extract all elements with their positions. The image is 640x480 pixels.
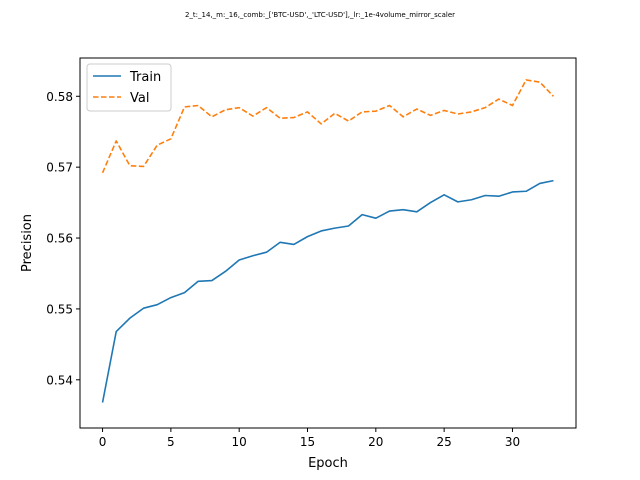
x-tick-label: 15 (300, 435, 315, 449)
y-axis-label: Precision (20, 214, 35, 272)
plot-area: 0 5 10 15 20 25 30 0.54 0.55 0.56 0.57 0.58 (46, 57, 577, 449)
legend-train-label: Train (129, 70, 161, 85)
x-tick-label: 30 (505, 435, 520, 449)
x-tick-label: 0 (99, 435, 107, 449)
x-tick-label: 25 (437, 435, 452, 449)
series-line-val (101, 79, 555, 174)
x-tick-label: 5 (167, 435, 175, 449)
x-tick-label: 20 (368, 435, 383, 449)
y-tick-label: 0.56 (46, 232, 73, 246)
series-line-train (101, 179, 554, 403)
x-tick-label: 10 (232, 435, 247, 449)
y-tick-label: 0.54 (46, 373, 73, 387)
y-tick-label: 0.57 (46, 161, 73, 175)
x-axis-label: Epoch (308, 456, 348, 471)
x-axis-ticks: 0 5 10 15 20 25 30 (99, 428, 520, 449)
legend: Train Val (86, 63, 172, 112)
chart-title: 2_t:_14,_m:_16,_comb:_['BTC-USD',_'LTC-U… (185, 11, 455, 19)
y-tick-label: 0.58 (46, 90, 73, 104)
series-lines (101, 79, 555, 403)
axes-frame (79, 57, 577, 429)
y-axis-ticks: 0.54 0.55 0.56 0.57 0.58 (46, 90, 80, 387)
legend-val-label: Val (130, 91, 149, 106)
y-tick-label: 0.55 (46, 302, 73, 316)
